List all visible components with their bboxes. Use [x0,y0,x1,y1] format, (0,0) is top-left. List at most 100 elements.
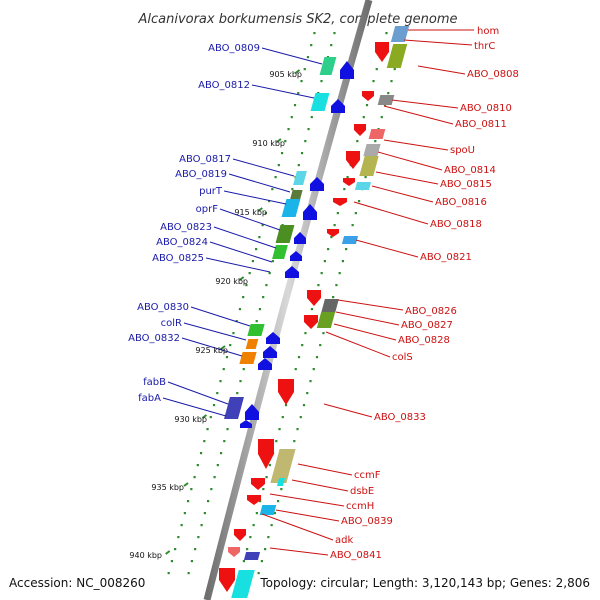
track-guide-outer-left [303,68,306,71]
track-guide-outer-left [212,404,216,407]
gene-arrow-right [228,547,240,557]
leader-line-right [269,493,345,507]
gene-label-left[interactable]: colR [161,318,182,329]
gene-label-right[interactable]: ccmF [354,470,381,481]
track-guide-inner-left [200,524,203,527]
track-guide-outer-left [193,476,196,479]
gene-feature-left [293,171,307,185]
gene-label-right[interactable]: ccmH [346,501,374,512]
track-guide-inner-right [336,212,339,215]
track-guide-outer-right [358,200,361,203]
track-guide-outer-left [206,428,209,431]
track-guide-outer-left [216,392,219,395]
track-guide-outer-left [268,200,271,203]
track-guide-inner-left [219,452,223,455]
leader-line-left [209,241,273,263]
gene-label-right[interactable]: colS [392,352,413,363]
track-guide-outer-left [280,152,284,155]
gene-arrow-right [219,568,235,592]
gene-label-left[interactable]: ABO_0832 [128,333,180,344]
track-guide-inner-right [304,332,307,335]
track-guide-inner-right [310,308,314,311]
gene-label-right[interactable]: ABO_0811 [455,119,507,130]
track-guide-inner-right [275,440,278,443]
track-guide-inner-left [310,116,313,119]
track-guide-outer-left [306,56,310,59]
gene-arrow-right [251,478,265,490]
map-title: Alcanivorax borkumensis SK2, complete ge… [137,12,457,27]
track-guide-inner-left [271,260,274,263]
track-guide-outer-left [258,236,261,239]
gene-feature-left [275,225,295,243]
gene-label-right[interactable]: ABO_0816 [435,197,487,208]
gene-label-right[interactable]: ABO_0833 [374,412,426,423]
gene-label-right[interactable]: ABO_0808 [467,69,519,80]
kbp-tick-label: 915 kbp [234,208,267,217]
gene-label-right[interactable]: ABO_0818 [430,219,482,230]
gene-label-left[interactable]: ABO_0824 [156,237,208,248]
track-guide-outer-right [380,116,383,119]
gene-arrow-left [245,404,259,420]
gene-label-right[interactable]: adk [335,535,353,546]
track-guide-outer-left [313,32,316,35]
track-guide-inner-left [194,548,197,551]
gene-label-left[interactable]: ABO_0812 [198,80,250,91]
track-guide-outer-left [177,536,180,539]
gene-label-left[interactable]: ABO_0819 [175,169,227,180]
gene-label-left[interactable]: ABO_0817 [179,154,231,165]
gene-label-right[interactable]: ABO_0826 [405,306,457,317]
track-guide-inner-left [265,284,268,287]
gene-label-right[interactable]: hom [477,26,499,37]
track-guide-outer-left [251,260,254,263]
gene-label-right[interactable]: dsbE [350,486,374,497]
leader-line-left [219,208,281,231]
track-guide-outer-right [267,536,270,539]
track-guide-outer-right [264,548,267,551]
track-guide-inner-right [375,68,378,71]
leader-line-left [205,257,271,273]
gene-label-right[interactable]: spoU [450,145,475,156]
gene-label-left[interactable]: ABO_0809 [208,43,260,54]
gene-arrow-right [258,439,274,469]
leader-line-right [371,185,434,203]
track-guide-inner-left [239,380,242,383]
gene-label-left[interactable]: fabA [138,393,161,404]
gene-label-right[interactable]: ABO_0841 [330,550,382,561]
kbp-tick-mark [294,69,301,74]
gene-label-right[interactable]: thrC [474,41,495,52]
gene-label-right[interactable]: ABO_0827 [401,320,453,331]
gene-label-right[interactable]: ABO_0821 [420,252,472,263]
gene-label-left[interactable]: ABO_0825 [152,253,204,264]
gene-label-right[interactable]: ABO_0814 [444,165,496,176]
track-guide-inner-left [333,32,336,35]
gene-label-right[interactable]: ABO_0810 [460,103,512,114]
gene-label-right[interactable]: ABO_0828 [398,335,450,346]
track-guide-outer-right [319,344,322,347]
track-guide-inner-right [297,356,301,359]
gene-arrow-right [362,91,374,101]
gene-label-left[interactable]: oprF [196,204,219,215]
track-guide-outer-left [277,164,280,167]
track-guide-outer-right [383,104,387,107]
track-guide-inner-left [268,272,271,275]
leader-line-right [261,513,334,541]
gene-label-left[interactable]: purT [199,186,223,197]
track-guide-outer-left [287,128,290,131]
track-guide-outer-left [264,212,267,215]
gene-arrow-right [307,290,321,306]
track-guide-outer-right [257,572,260,575]
track-guide-inner-left [197,536,200,539]
gene-arrow-left [240,420,252,428]
gene-label-left[interactable]: fabB [143,377,166,388]
track-guide-inner-left [262,296,265,299]
gene-label-left[interactable]: ABO_0830 [137,302,189,313]
track-guide-inner-right [356,140,359,143]
gene-label-right[interactable]: ABO_0815 [440,179,492,190]
kbp-ticks [165,69,301,555]
leader-line-left [181,337,243,357]
gene-arrow-left [303,204,317,220]
gene-arrow-left [285,266,299,278]
gene-label-right[interactable]: ABO_0839 [341,516,393,527]
gene-label-left[interactable]: ABO_0823 [160,222,212,233]
label-leaders [162,29,474,556]
